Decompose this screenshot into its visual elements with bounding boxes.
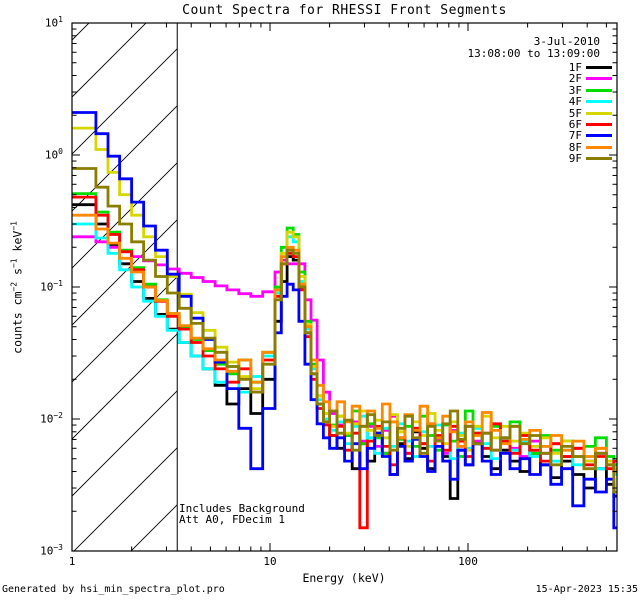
annotation-attenuator-state: Att A0, FDecim 1 [179,513,285,526]
spectrum-curve-9F [72,167,617,494]
legend-label-3F: 3F [568,83,582,97]
legend-swatch-6F [586,123,612,126]
generator-credit: Generated by hsi_min_spectra_plot.pro [2,584,225,595]
observation-time-range: 13:08:00 to 13:09:00 [467,47,600,60]
spectrum-curve-7F [72,111,617,530]
plot-title: Count Spectra for RHESSI Front Segments [182,3,507,18]
hatched-low-energy-region [72,23,178,551]
y-tick-label-10e-1: 10−1 [40,279,63,294]
legend-swatch-1F [586,66,612,69]
legend-swatch-8F [586,145,612,149]
legend-label-8F: 8F [568,140,582,154]
legend-swatch-2F [586,77,612,81]
y-tick-label-10e-3: 10−3 [40,543,63,558]
annotation-includes-background: Includes Background [179,502,305,515]
legend-label-1F: 1F [568,61,582,74]
x-axis-label: Energy (keV) [302,571,386,585]
legend-label-7F: 7F [568,129,582,143]
y-tick-label-10e1: 101 [44,15,63,30]
legend-swatch-5F [586,111,612,115]
y-tick-label-10e0: 100 [44,147,63,162]
legend-swatch-7F [586,134,612,138]
spectrum-curve-6F [72,195,617,530]
legend-label-6F: 6F [568,118,582,131]
legend-swatch-4F [586,100,612,104]
x-tick-label-10: 10 [263,555,277,568]
y-tick-label-10e-2: 10−2 [40,411,63,426]
legend-label-4F: 4F [568,95,582,109]
render-timestamp: 15-Apr-2023 15:35 [535,584,638,595]
legend-swatch-3F [586,88,612,92]
legend-label-9F: 9F [568,152,582,166]
x-tick-label-1: 1 [68,555,76,568]
legend-label-5F: 5F [568,106,582,120]
x-tick-label-100: 100 [458,555,478,568]
y-axis-label: counts cm−2 s−1 keV−1 [9,221,25,354]
legend-label-2F: 2F [568,72,582,86]
observation-date: 3-Jul-2010 [533,35,600,48]
axis-ticks [71,22,617,552]
legend-swatch-9F [586,157,612,161]
